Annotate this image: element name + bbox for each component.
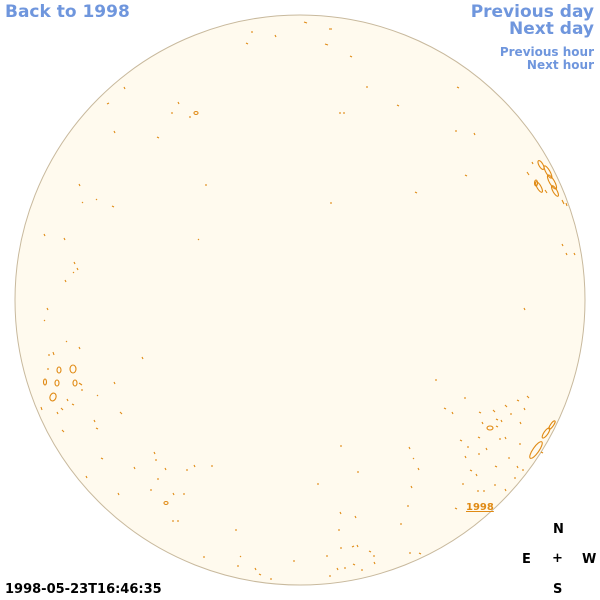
magnetic-contours	[40, 21, 576, 580]
compass-west: W	[582, 552, 597, 567]
back-to-year-link[interactable]: Back to 1998	[5, 2, 130, 22]
compass-east: E	[522, 552, 531, 567]
observation-timestamp: 1998-05-23T16:46:35	[5, 582, 162, 597]
compass-north: N	[553, 522, 564, 537]
previous-day-link[interactable]: Previous day	[470, 2, 594, 22]
previous-hour-link[interactable]: Previous hour	[499, 45, 594, 59]
next-hour-link[interactable]: Next hour	[526, 58, 594, 72]
next-day-link[interactable]: Next day	[509, 19, 594, 39]
compass-center: +	[552, 551, 563, 566]
solar-disk	[14, 14, 586, 586]
compass-south: S	[553, 582, 563, 597]
region-year-link[interactable]: 1998	[466, 502, 494, 513]
